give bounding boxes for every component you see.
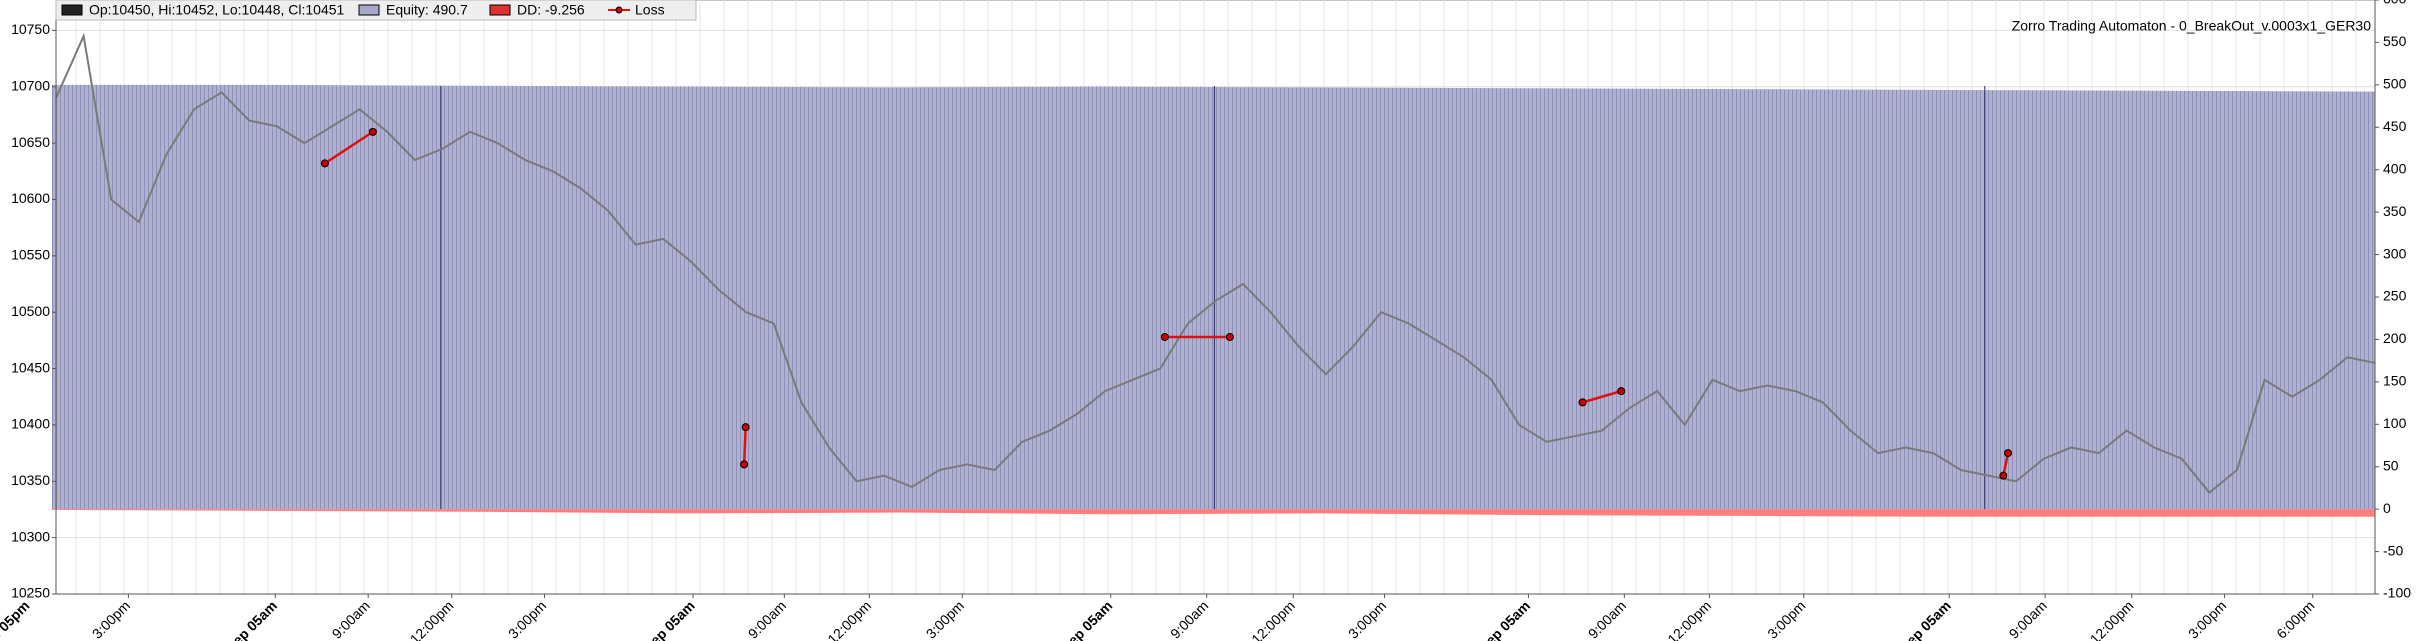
y-tick-label: 10750	[11, 21, 50, 37]
legend-swatch	[61, 4, 83, 16]
legend-label: Op:10450, Hi:10452, Lo:10448, Cl:10451	[89, 2, 345, 18]
y2-tick-label: 600	[2383, 0, 2407, 7]
trade-exit	[1225, 333, 1234, 342]
trade-entry	[741, 423, 750, 432]
y2-tick-label: 250	[2383, 288, 2407, 304]
y2-tick-label: 350	[2383, 203, 2407, 219]
area-1	[52, 84, 2375, 510]
chart-title: Zorro Trading Automaton - 0_BreakOut_v.0…	[2012, 18, 2371, 34]
y-tick-label: 10650	[11, 134, 50, 150]
legend-label: DD: -9.256	[517, 2, 585, 18]
y2-tick-label: 150	[2383, 373, 2407, 389]
y-tick-label: 10300	[11, 528, 50, 544]
y2-tick-label: 550	[2383, 33, 2407, 49]
legend-swatch	[358, 4, 380, 16]
trade-exit	[1617, 387, 1626, 396]
y2-tick-label: 100	[2383, 415, 2407, 431]
area-2	[52, 509, 2375, 517]
legend-swatch	[489, 4, 511, 16]
legend-label: Loss	[635, 2, 665, 18]
y-tick-label: 10350	[11, 472, 50, 488]
y-tick-label: 10400	[11, 416, 50, 432]
trade-exit	[740, 460, 749, 469]
y-tick-label: 10550	[11, 247, 50, 263]
loss-trade	[324, 130, 374, 165]
loss-trade	[1582, 389, 1622, 404]
trade-exit	[2004, 449, 2013, 458]
y2-tick-label: -50	[2383, 542, 2403, 558]
price-line	[55, 32, 2376, 494]
y2-tick-label: 0	[2383, 500, 2391, 516]
trade-entry	[320, 159, 329, 168]
legend-swatch	[615, 6, 623, 14]
y-tick-label: 10600	[11, 190, 50, 206]
y2-tick-label: 200	[2383, 330, 2407, 346]
trade-entry	[1578, 398, 1587, 407]
trade-entry	[1160, 333, 1169, 342]
y2-tick-label: 50	[2383, 457, 2399, 473]
y-tick-label: 10700	[11, 77, 50, 93]
y2-tick-label: -100	[2383, 585, 2411, 601]
y2-tick-label: 450	[2383, 118, 2407, 134]
y-tick-label: 10250	[11, 585, 50, 601]
y2-tick-label: 400	[2383, 160, 2407, 176]
y-tick-label: 10500	[11, 303, 50, 319]
y2-tick-label: 500	[2383, 76, 2407, 92]
y2-tick-label: 300	[2383, 245, 2407, 261]
trade-exit	[368, 127, 377, 136]
trade-entry	[1999, 471, 2008, 480]
loss-trade	[742, 427, 747, 465]
y-tick-label: 10450	[11, 359, 50, 375]
legend-label: Equity: 490.7	[386, 2, 468, 18]
